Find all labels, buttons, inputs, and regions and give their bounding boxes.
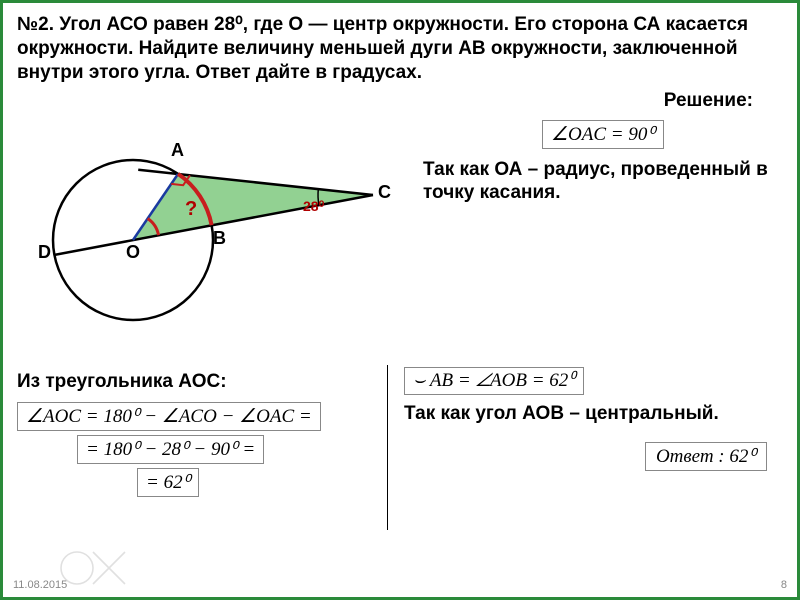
label-B: В	[213, 228, 226, 249]
formula-aoc: ∠AOC = 180⁰ − ∠ACO − ∠OAC =	[17, 402, 321, 431]
label-D: D	[38, 242, 51, 263]
formula-substitution: = 180⁰ − 28⁰ − 90⁰ =	[77, 435, 264, 464]
solution-title: Решение:	[423, 90, 783, 112]
footer-date: 11.08.2015	[13, 579, 67, 591]
question-mark: ?	[185, 198, 197, 221]
lower-left-col: Из треугольника АОС: ∠AOC = 180⁰ − ∠ACO …	[17, 365, 387, 499]
formula-oac-90: ∠OAC = 90⁰	[542, 120, 664, 149]
triangle-line: Из треугольника АОС:	[17, 371, 387, 394]
label-A: А	[171, 140, 184, 161]
reason-central-angle: Так как угол АОВ – центральный.	[404, 403, 767, 426]
problem-text: №2. Угол АСО равен 28⁰, где О — центр ок…	[3, 3, 797, 90]
footer-page: 8	[781, 579, 787, 591]
geometry-diagram: А В С D О 28⁰ ?	[13, 90, 413, 350]
reason-radius-tangent: Так как ОА – радиус, проведенный в точку…	[423, 159, 783, 205]
answer-box: Ответ : 62⁰	[645, 442, 767, 471]
angle-28-label: 28⁰	[303, 198, 324, 215]
formula-result-62: = 62⁰	[137, 468, 199, 497]
lower-section: Из треугольника АОС: ∠AOC = 180⁰ − ∠ACO …	[17, 365, 787, 530]
lower-right-col: ⌣ AB = ∠AOB = 62⁰ Так как угол АОВ – цен…	[387, 365, 767, 530]
solution-right-col: Решение: ∠OAC = 90⁰ Так как ОА – радиус,…	[423, 90, 783, 211]
label-C: С	[378, 182, 391, 203]
label-O: О	[126, 242, 140, 263]
formula-arc-ab: ⌣ AB = ∠AOB = 62⁰	[404, 367, 584, 395]
content-area: А В С D О 28⁰ ? Решение: ∠OAC = 90⁰ Так …	[3, 90, 797, 530]
